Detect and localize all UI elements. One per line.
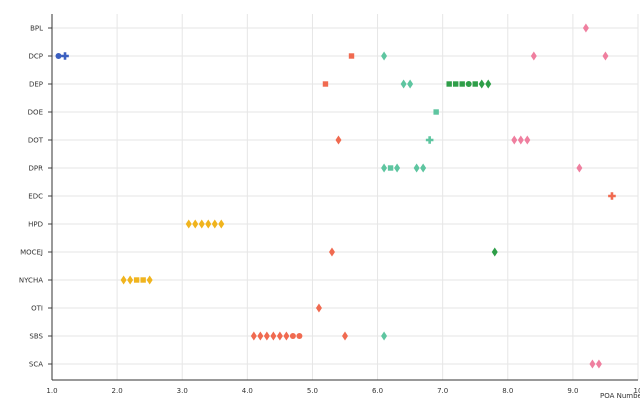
data-point-plus <box>425 136 434 144</box>
data-point-plus <box>61 52 69 60</box>
axis-layer: 1.0 2.0 3.0 4.0 5.0 6.0 7.0 8.0 9.0 10 BPL DCP DEP DO… <box>19 14 640 395</box>
data-point-diamond <box>276 331 283 341</box>
data-point-diamond <box>257 331 264 341</box>
data-point-diamond <box>205 219 212 229</box>
data-point-diamond <box>413 163 420 173</box>
data-point-diamond <box>595 359 602 369</box>
data-point-square <box>387 165 394 171</box>
data-point-diamond <box>250 331 257 341</box>
data-point-diamond <box>589 359 596 369</box>
data-point-diamond <box>218 219 225 229</box>
data-point-square <box>452 81 459 87</box>
category-label: SBS <box>29 333 43 341</box>
data-point-diamond <box>491 247 498 257</box>
category-label: EDC <box>28 193 43 201</box>
category-label: BPL <box>30 25 43 33</box>
data-point-circle <box>55 53 62 59</box>
x-tick-label: 3.0 <box>177 387 188 395</box>
data-point-plus <box>608 192 616 200</box>
data-point-diamond <box>530 51 537 61</box>
data-point-diamond <box>420 163 427 173</box>
data-point-square <box>446 81 452 87</box>
data-point-diamond <box>576 163 583 173</box>
point-layer <box>55 23 616 369</box>
data-point-diamond <box>381 51 388 61</box>
data-point-diamond <box>315 303 322 313</box>
data-point-diamond <box>342 331 348 341</box>
data-point-square <box>472 81 478 87</box>
data-point-diamond <box>120 275 127 285</box>
category-label: SCA <box>29 361 43 369</box>
x-tick-label: 5.0 <box>307 387 318 395</box>
data-point-diamond <box>524 135 531 145</box>
x-tick-label: 7.0 <box>437 387 448 395</box>
data-point-diamond <box>407 79 414 89</box>
data-point-diamond <box>485 79 492 89</box>
data-point-diamond <box>511 135 518 145</box>
data-point-square <box>433 109 439 115</box>
data-point-diamond <box>517 135 524 145</box>
x-tick-label: 6.0 <box>372 387 383 395</box>
data-point-diamond <box>381 163 388 173</box>
x-tick-label: 4.0 <box>242 387 253 395</box>
x-tick-label: 10 <box>634 387 640 395</box>
category-label: NYCHA <box>19 277 43 285</box>
category-label: DPR <box>29 165 44 173</box>
data-point-circle <box>296 333 303 339</box>
data-point-diamond <box>328 247 335 257</box>
category-label: DOT <box>28 137 44 145</box>
x-tick-label: 8.0 <box>502 387 513 395</box>
category-label: DOE <box>28 109 43 117</box>
data-point-diamond <box>400 79 407 89</box>
category-label: MOCEJ <box>20 249 43 257</box>
data-point-diamond <box>270 331 277 341</box>
category-label: DCP <box>29 53 44 61</box>
data-point-diamond <box>127 275 134 285</box>
x-tick-label: 1.0 <box>46 387 57 395</box>
data-point-diamond <box>146 275 153 285</box>
data-point-square <box>322 81 329 87</box>
x-tick-label: 9.0 <box>567 387 578 395</box>
data-point-diamond <box>185 219 192 229</box>
category-label: DEP <box>29 81 43 89</box>
data-point-diamond <box>394 163 401 173</box>
category-label: OTI <box>31 305 43 313</box>
data-point-diamond <box>478 79 485 89</box>
data-point-diamond <box>192 219 199 229</box>
data-point-square <box>140 277 146 283</box>
category-label: HPD <box>28 221 43 229</box>
data-point-diamond <box>263 331 270 341</box>
data-point-circle <box>289 333 296 339</box>
data-point-diamond <box>335 135 342 145</box>
x-axis-title: POA Number <box>600 392 640 400</box>
data-point-diamond <box>602 51 609 61</box>
data-point-diamond <box>211 219 218 229</box>
data-point-diamond <box>283 331 290 341</box>
data-point-square <box>459 81 465 87</box>
data-point-square <box>348 53 355 59</box>
data-point-diamond <box>381 331 388 341</box>
data-point-diamond <box>198 219 205 229</box>
data-point-diamond <box>582 23 589 33</box>
data-point-square <box>133 277 140 283</box>
x-tick-label: 2.0 <box>112 387 123 395</box>
data-point-circle <box>465 81 472 87</box>
grid-layer <box>48 14 639 380</box>
